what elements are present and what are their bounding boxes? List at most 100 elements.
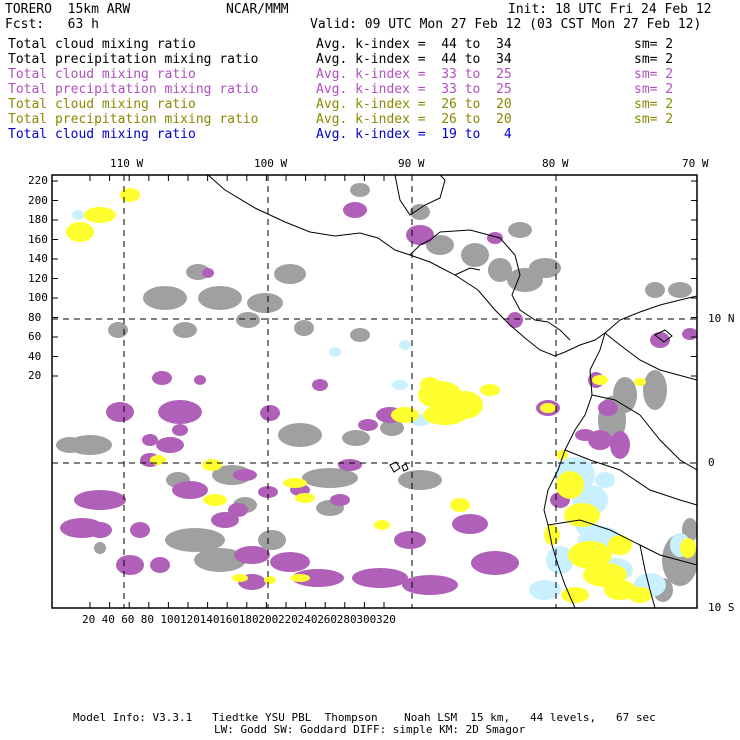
- field-blob: [172, 481, 208, 499]
- x-tick-label: 220: [278, 613, 298, 626]
- field-blob: [173, 322, 197, 338]
- x-tick-label: 240: [297, 613, 318, 626]
- field-blob: [342, 430, 370, 446]
- caribbean-coast: [439, 229, 549, 323]
- field-blob: [202, 459, 222, 471]
- field-blob: [544, 525, 560, 545]
- field-blob: [643, 370, 667, 410]
- field-blob: [507, 312, 523, 328]
- lon-label: 80 W: [542, 157, 569, 170]
- field-blob: [228, 503, 248, 517]
- field-blob: [634, 378, 646, 386]
- legend-range-3: Avg. k-index = 33 to 25: [316, 82, 512, 97]
- legend-field-2: Total cloud mixing ratio: [8, 67, 196, 82]
- field-blob: [529, 580, 561, 600]
- org-label: NCAR/MMM: [226, 2, 289, 17]
- field-blob: [645, 282, 665, 298]
- x-tick-label: 200: [258, 613, 279, 626]
- legend-range-2: Avg. k-index = 33 to 25: [316, 67, 512, 82]
- field-blob: [452, 514, 488, 534]
- field-blob: [278, 423, 322, 447]
- field-blob: [302, 468, 358, 488]
- field-blob: [66, 222, 94, 242]
- footer-physics-info: LW: Godd SW: Goddard DIFF: simple KM: 2D…: [214, 723, 526, 736]
- border-3: [547, 321, 571, 341]
- field-blob: [329, 347, 341, 357]
- field-blob: [84, 207, 116, 223]
- y-tick-label: 200: [28, 193, 48, 207]
- field-blob: [398, 470, 442, 490]
- field-blob: [610, 431, 630, 459]
- lon-label: 100 W: [254, 157, 288, 170]
- mexico-coast: [207, 175, 411, 256]
- field-blob: [194, 375, 206, 385]
- field-blob: [292, 569, 344, 587]
- field-blob: [650, 332, 670, 348]
- field-blob: [88, 522, 112, 538]
- legend-field-4: Total cloud mixing ratio: [8, 97, 196, 112]
- legend-field-0: Total cloud mixing ratio: [8, 37, 196, 52]
- field-blob: [236, 312, 260, 328]
- legend-sm-2: sm= 2: [634, 67, 674, 82]
- y-tick-label: 180: [28, 213, 48, 226]
- lat-label: 10 N: [708, 312, 735, 325]
- field-blob: [143, 286, 187, 310]
- legend-field-6: Total cloud mixing ratio: [8, 127, 196, 142]
- field-blob: [592, 375, 608, 385]
- field-blob: [116, 555, 144, 575]
- y-tick-label: 80: [28, 310, 42, 324]
- field-blob: [233, 469, 257, 481]
- x-tick-label: 100: [160, 613, 181, 626]
- coastlines: [207, 175, 697, 608]
- border-8: [639, 544, 656, 608]
- x-tick-label: 40: [101, 613, 115, 626]
- y-tick-label: 220: [28, 174, 48, 187]
- field-blob: [120, 188, 140, 202]
- x-tick-label: 60: [121, 613, 135, 626]
- field-blob: [343, 202, 367, 218]
- field-blob: [158, 400, 202, 424]
- border-2: [454, 267, 481, 276]
- legend-sm-0: sm= 2: [634, 37, 674, 52]
- field-blob: [668, 282, 692, 298]
- field-blob: [203, 494, 227, 506]
- field-blob: [150, 557, 170, 573]
- field-shading: [56, 175, 697, 608]
- field-blob: [608, 535, 632, 555]
- axis-ticks: [52, 175, 697, 608]
- field-blob: [575, 429, 595, 441]
- legend-range-6: Avg. k-index = 19 to 4: [316, 127, 512, 142]
- field-blob: [74, 490, 126, 510]
- field-blob: [258, 486, 278, 498]
- field-blob: [406, 225, 434, 245]
- field-blob: [598, 400, 618, 416]
- model-title: TORERO 15km ARW: [5, 2, 131, 17]
- x-tick-label: 120: [180, 613, 200, 626]
- field-blob: [374, 520, 390, 530]
- field-blob: [391, 407, 419, 423]
- yucatan-coast: [394, 175, 446, 216]
- legend-field-3: Total precipitation mixing ratio: [8, 82, 259, 97]
- y-tick-label: 20: [28, 369, 42, 382]
- field-blob: [568, 541, 612, 569]
- field-blob: [130, 522, 150, 538]
- field-blob: [487, 232, 503, 244]
- lat-label: 10 S: [708, 601, 735, 614]
- legend-range-4: Avg. k-index = 26 to 20: [316, 97, 512, 112]
- x-tick-label: 280: [336, 613, 357, 626]
- field-blob: [312, 379, 328, 391]
- field-blob: [540, 403, 556, 413]
- map-frame: [51, 174, 698, 609]
- field-blob: [194, 548, 246, 572]
- field-blob: [488, 258, 512, 282]
- y-tick-label: 140: [28, 252, 48, 265]
- south-america-west-coast: [543, 332, 606, 608]
- field-blob: [152, 371, 172, 385]
- lon-label: 90 W: [398, 157, 425, 170]
- field-blob: [232, 574, 248, 582]
- field-blob: [198, 286, 242, 310]
- legend-range-5: Avg. k-index = 26 to 20: [316, 112, 512, 127]
- legend-sm-4: sm= 2: [634, 97, 674, 112]
- field-blob: [330, 494, 350, 506]
